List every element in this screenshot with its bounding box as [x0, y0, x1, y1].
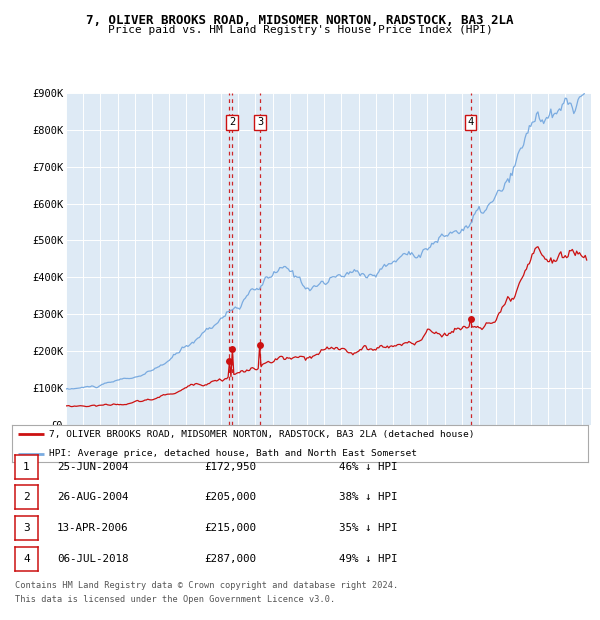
Text: 35% ↓ HPI: 35% ↓ HPI — [339, 523, 397, 533]
Text: £215,000: £215,000 — [204, 523, 256, 533]
Text: 1: 1 — [23, 462, 30, 472]
Text: 25-JUN-2004: 25-JUN-2004 — [57, 462, 128, 472]
Text: 3: 3 — [23, 523, 30, 533]
Text: 7, OLIVER BROOKS ROAD, MIDSOMER NORTON, RADSTOCK, BA3 2LA: 7, OLIVER BROOKS ROAD, MIDSOMER NORTON, … — [86, 14, 514, 27]
Text: 3: 3 — [257, 117, 263, 128]
Text: 2: 2 — [229, 117, 235, 128]
Text: 26-AUG-2004: 26-AUG-2004 — [57, 492, 128, 502]
Text: HPI: Average price, detached house, Bath and North East Somerset: HPI: Average price, detached house, Bath… — [49, 450, 418, 458]
Text: 4: 4 — [23, 554, 30, 564]
Text: 49% ↓ HPI: 49% ↓ HPI — [339, 554, 397, 564]
Text: 4: 4 — [467, 117, 474, 128]
Text: £205,000: £205,000 — [204, 492, 256, 502]
Text: 13-APR-2006: 13-APR-2006 — [57, 523, 128, 533]
Text: 06-JUL-2018: 06-JUL-2018 — [57, 554, 128, 564]
Text: Price paid vs. HM Land Registry's House Price Index (HPI): Price paid vs. HM Land Registry's House … — [107, 25, 493, 35]
Text: Contains HM Land Registry data © Crown copyright and database right 2024.: Contains HM Land Registry data © Crown c… — [15, 582, 398, 590]
Text: 46% ↓ HPI: 46% ↓ HPI — [339, 462, 397, 472]
Text: 38% ↓ HPI: 38% ↓ HPI — [339, 492, 397, 502]
Text: 7, OLIVER BROOKS ROAD, MIDSOMER NORTON, RADSTOCK, BA3 2LA (detached house): 7, OLIVER BROOKS ROAD, MIDSOMER NORTON, … — [49, 430, 475, 438]
Text: 2: 2 — [23, 492, 30, 502]
Text: This data is licensed under the Open Government Licence v3.0.: This data is licensed under the Open Gov… — [15, 595, 335, 604]
Text: £287,000: £287,000 — [204, 554, 256, 564]
Text: £172,950: £172,950 — [204, 462, 256, 472]
